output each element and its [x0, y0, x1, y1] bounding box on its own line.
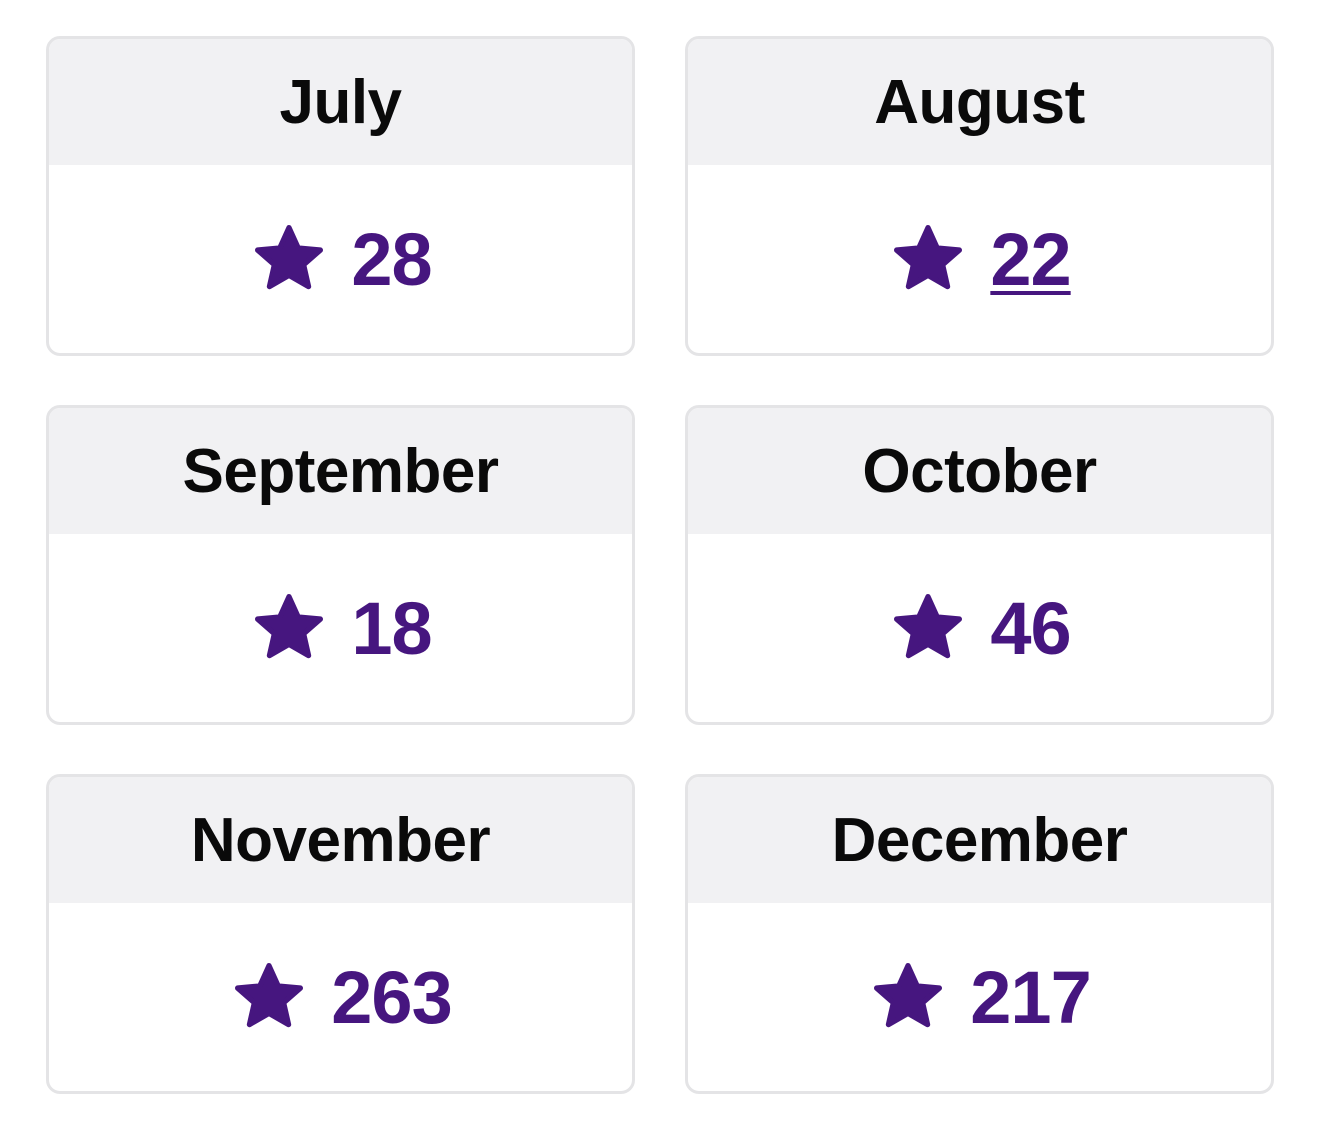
month-card-december: December 217: [685, 774, 1274, 1094]
star-icon: [249, 219, 329, 299]
card-header: December: [688, 777, 1271, 903]
card-header: October: [688, 408, 1271, 534]
month-card-september: September 18: [46, 405, 635, 725]
star-icon: [249, 588, 329, 668]
card-body: 22: [688, 165, 1271, 353]
month-label: September: [182, 436, 499, 506]
month-label: August: [874, 67, 1085, 137]
card-body: 46: [688, 534, 1271, 722]
month-card-november: November 263: [46, 774, 635, 1094]
star-count-link[interactable]: 22: [990, 217, 1071, 301]
card-header: August: [688, 39, 1271, 165]
month-label: December: [831, 805, 1128, 875]
card-body: 28: [49, 165, 632, 353]
card-header: November: [49, 777, 632, 903]
month-label: July: [279, 67, 402, 137]
star-icon: [868, 957, 948, 1037]
month-card-august: August 22: [685, 36, 1274, 356]
star-count: 28: [351, 217, 432, 301]
card-body: 263: [49, 903, 632, 1091]
star-count: 217: [970, 955, 1091, 1039]
month-label: November: [190, 805, 491, 875]
star-icon: [888, 219, 968, 299]
star-icon: [229, 957, 309, 1037]
month-card-october: October 46: [685, 405, 1274, 725]
card-body: 217: [688, 903, 1271, 1091]
card-header: September: [49, 408, 632, 534]
star-count: 46: [990, 586, 1071, 670]
star-count: 18: [351, 586, 432, 670]
card-header: July: [49, 39, 632, 165]
month-card-july: July 28: [46, 36, 635, 356]
month-card-grid: July 28 August 22 September 18: [46, 36, 1274, 1094]
card-body: 18: [49, 534, 632, 722]
star-count: 263: [331, 955, 452, 1039]
star-icon: [888, 588, 968, 668]
month-label: October: [862, 436, 1097, 506]
